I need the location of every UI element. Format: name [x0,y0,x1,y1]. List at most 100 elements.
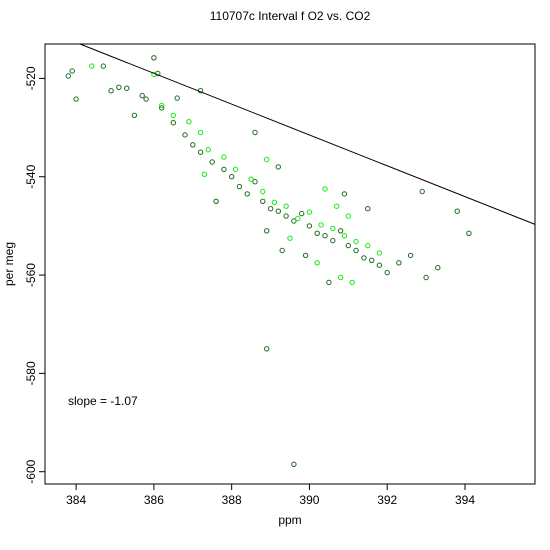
data-point [291,461,297,467]
data-point [314,260,320,266]
x-axis: 384 386 388 390 392 394 [66,484,475,507]
data-point [349,279,355,286]
y-tick-label: -580 [24,361,38,385]
data-point [353,238,359,245]
data-point [334,203,340,209]
y-tick-label: -560 [24,263,38,287]
data-point [267,206,274,212]
data-point [186,119,192,125]
data-point [260,188,266,195]
data-point [365,242,371,249]
data-point [330,225,336,232]
data-point [330,237,336,244]
data-point [229,174,235,180]
data-point [376,250,383,256]
data-point [337,228,344,234]
data-point [205,147,212,153]
data-point [264,156,270,163]
data-point [201,171,208,178]
data-point [174,95,180,101]
data-point [170,120,177,126]
data-point [221,154,227,160]
data-point [306,223,313,229]
data-point [345,242,351,249]
data-point [322,233,328,239]
plot-frame [44,43,536,485]
y-tick-label: -540 [24,164,38,188]
data-point [299,210,305,217]
data-point [209,159,215,165]
data-point [423,274,429,281]
data-point [182,132,188,138]
data-point [264,228,270,234]
data-point [197,149,204,155]
x-tick-label: 388 [222,493,242,507]
x-tick-label: 392 [377,493,397,507]
data-point [151,55,157,61]
slope-annotation: slope = -1.07 [68,394,138,408]
data-point [345,213,351,219]
series-bright-points [89,63,383,286]
data-point [365,206,371,212]
data-point [353,247,359,254]
data-point [143,96,149,102]
data-point [252,129,258,136]
data-point [341,191,348,197]
data-point [314,230,320,237]
regression-line [79,43,536,225]
data-point [275,164,281,170]
x-tick-label: 386 [144,493,164,507]
data-point [232,166,239,173]
data-point [369,257,375,263]
x-axis-label: ppm [278,513,301,527]
data-point [306,209,313,215]
data-point [65,73,72,79]
data-point [73,96,79,102]
data-point [341,233,348,239]
data-point [407,252,414,259]
data-point [260,198,266,205]
series-dark-points [65,55,472,467]
x-tick-label: 394 [455,493,475,507]
y-axis-label: per meg [2,242,16,286]
data-point [159,105,165,111]
y-axis: -520 -540 -560 -580 -600 [24,66,45,484]
data-point [295,215,301,222]
data-point [197,129,204,136]
data-point [108,88,114,94]
data-point [326,279,332,286]
data-point [190,142,196,148]
data-point [100,63,107,69]
data-point [302,252,309,259]
data-point [213,198,219,205]
data-point [419,188,425,195]
data-point [454,208,460,214]
x-tick-label: 390 [299,493,319,507]
data-point [89,63,95,69]
data-point [159,102,165,109]
data-point [131,112,138,119]
data-point [396,260,402,266]
data-point [116,84,122,91]
data-point [271,199,278,206]
data-point [384,269,390,276]
data-point [124,85,130,91]
data-point [322,186,328,192]
data-point [291,218,297,224]
y-tick-label: -520 [24,66,38,90]
data-point [376,262,383,268]
data-point [170,112,177,119]
chart-title: 110707c Interval f O2 vs. CO2 [210,9,371,23]
data-point [264,346,270,352]
data-point [236,183,243,190]
data-point [361,255,367,261]
data-point [318,222,324,228]
data-point [337,274,344,281]
data-point [248,176,254,182]
data-point [287,235,293,241]
data-point [244,191,250,197]
data-point [283,213,289,219]
y-tick-label: -600 [24,459,38,483]
data-point [69,68,75,74]
